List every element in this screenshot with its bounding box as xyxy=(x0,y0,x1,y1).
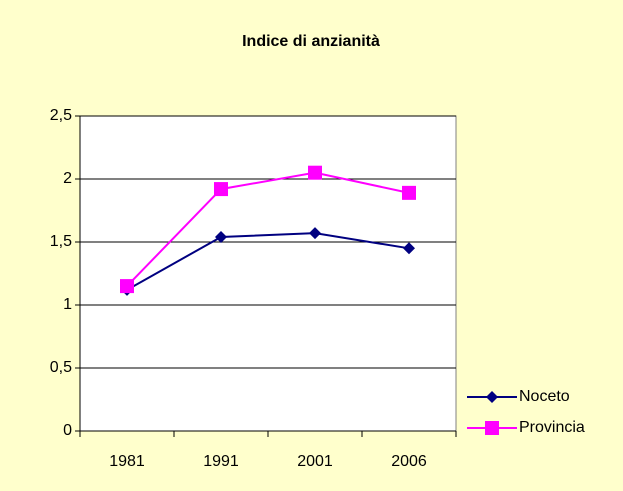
data-point xyxy=(309,227,321,240)
series-line xyxy=(126,171,410,287)
series-line xyxy=(126,232,410,291)
plot-area xyxy=(79,115,457,432)
data-point xyxy=(215,230,227,243)
y-tick-label: 2 xyxy=(63,170,72,187)
y-tick-label: 2,5 xyxy=(50,107,72,124)
x-tick-label: 2006 xyxy=(391,453,427,470)
x-tick-label: 1991 xyxy=(203,453,239,470)
legend-marker xyxy=(485,421,499,435)
y-tick-label: 1 xyxy=(63,296,72,313)
y-tick-label: 0,5 xyxy=(50,359,72,376)
legend-marker xyxy=(486,391,498,403)
data-point xyxy=(403,242,415,255)
data-point xyxy=(214,182,228,197)
legend-label: Noceto xyxy=(519,388,570,405)
data-point xyxy=(402,185,416,200)
chart-title: Indice di anzianità xyxy=(242,33,380,50)
y-tick-label: 0 xyxy=(63,422,72,439)
x-tick-label: 2001 xyxy=(297,453,333,470)
data-point xyxy=(308,165,322,180)
y-tick-label: 1,5 xyxy=(50,233,72,250)
x-tick-label: 1981 xyxy=(109,453,145,470)
legend-label: Provincia xyxy=(519,419,585,436)
data-point xyxy=(120,279,134,294)
